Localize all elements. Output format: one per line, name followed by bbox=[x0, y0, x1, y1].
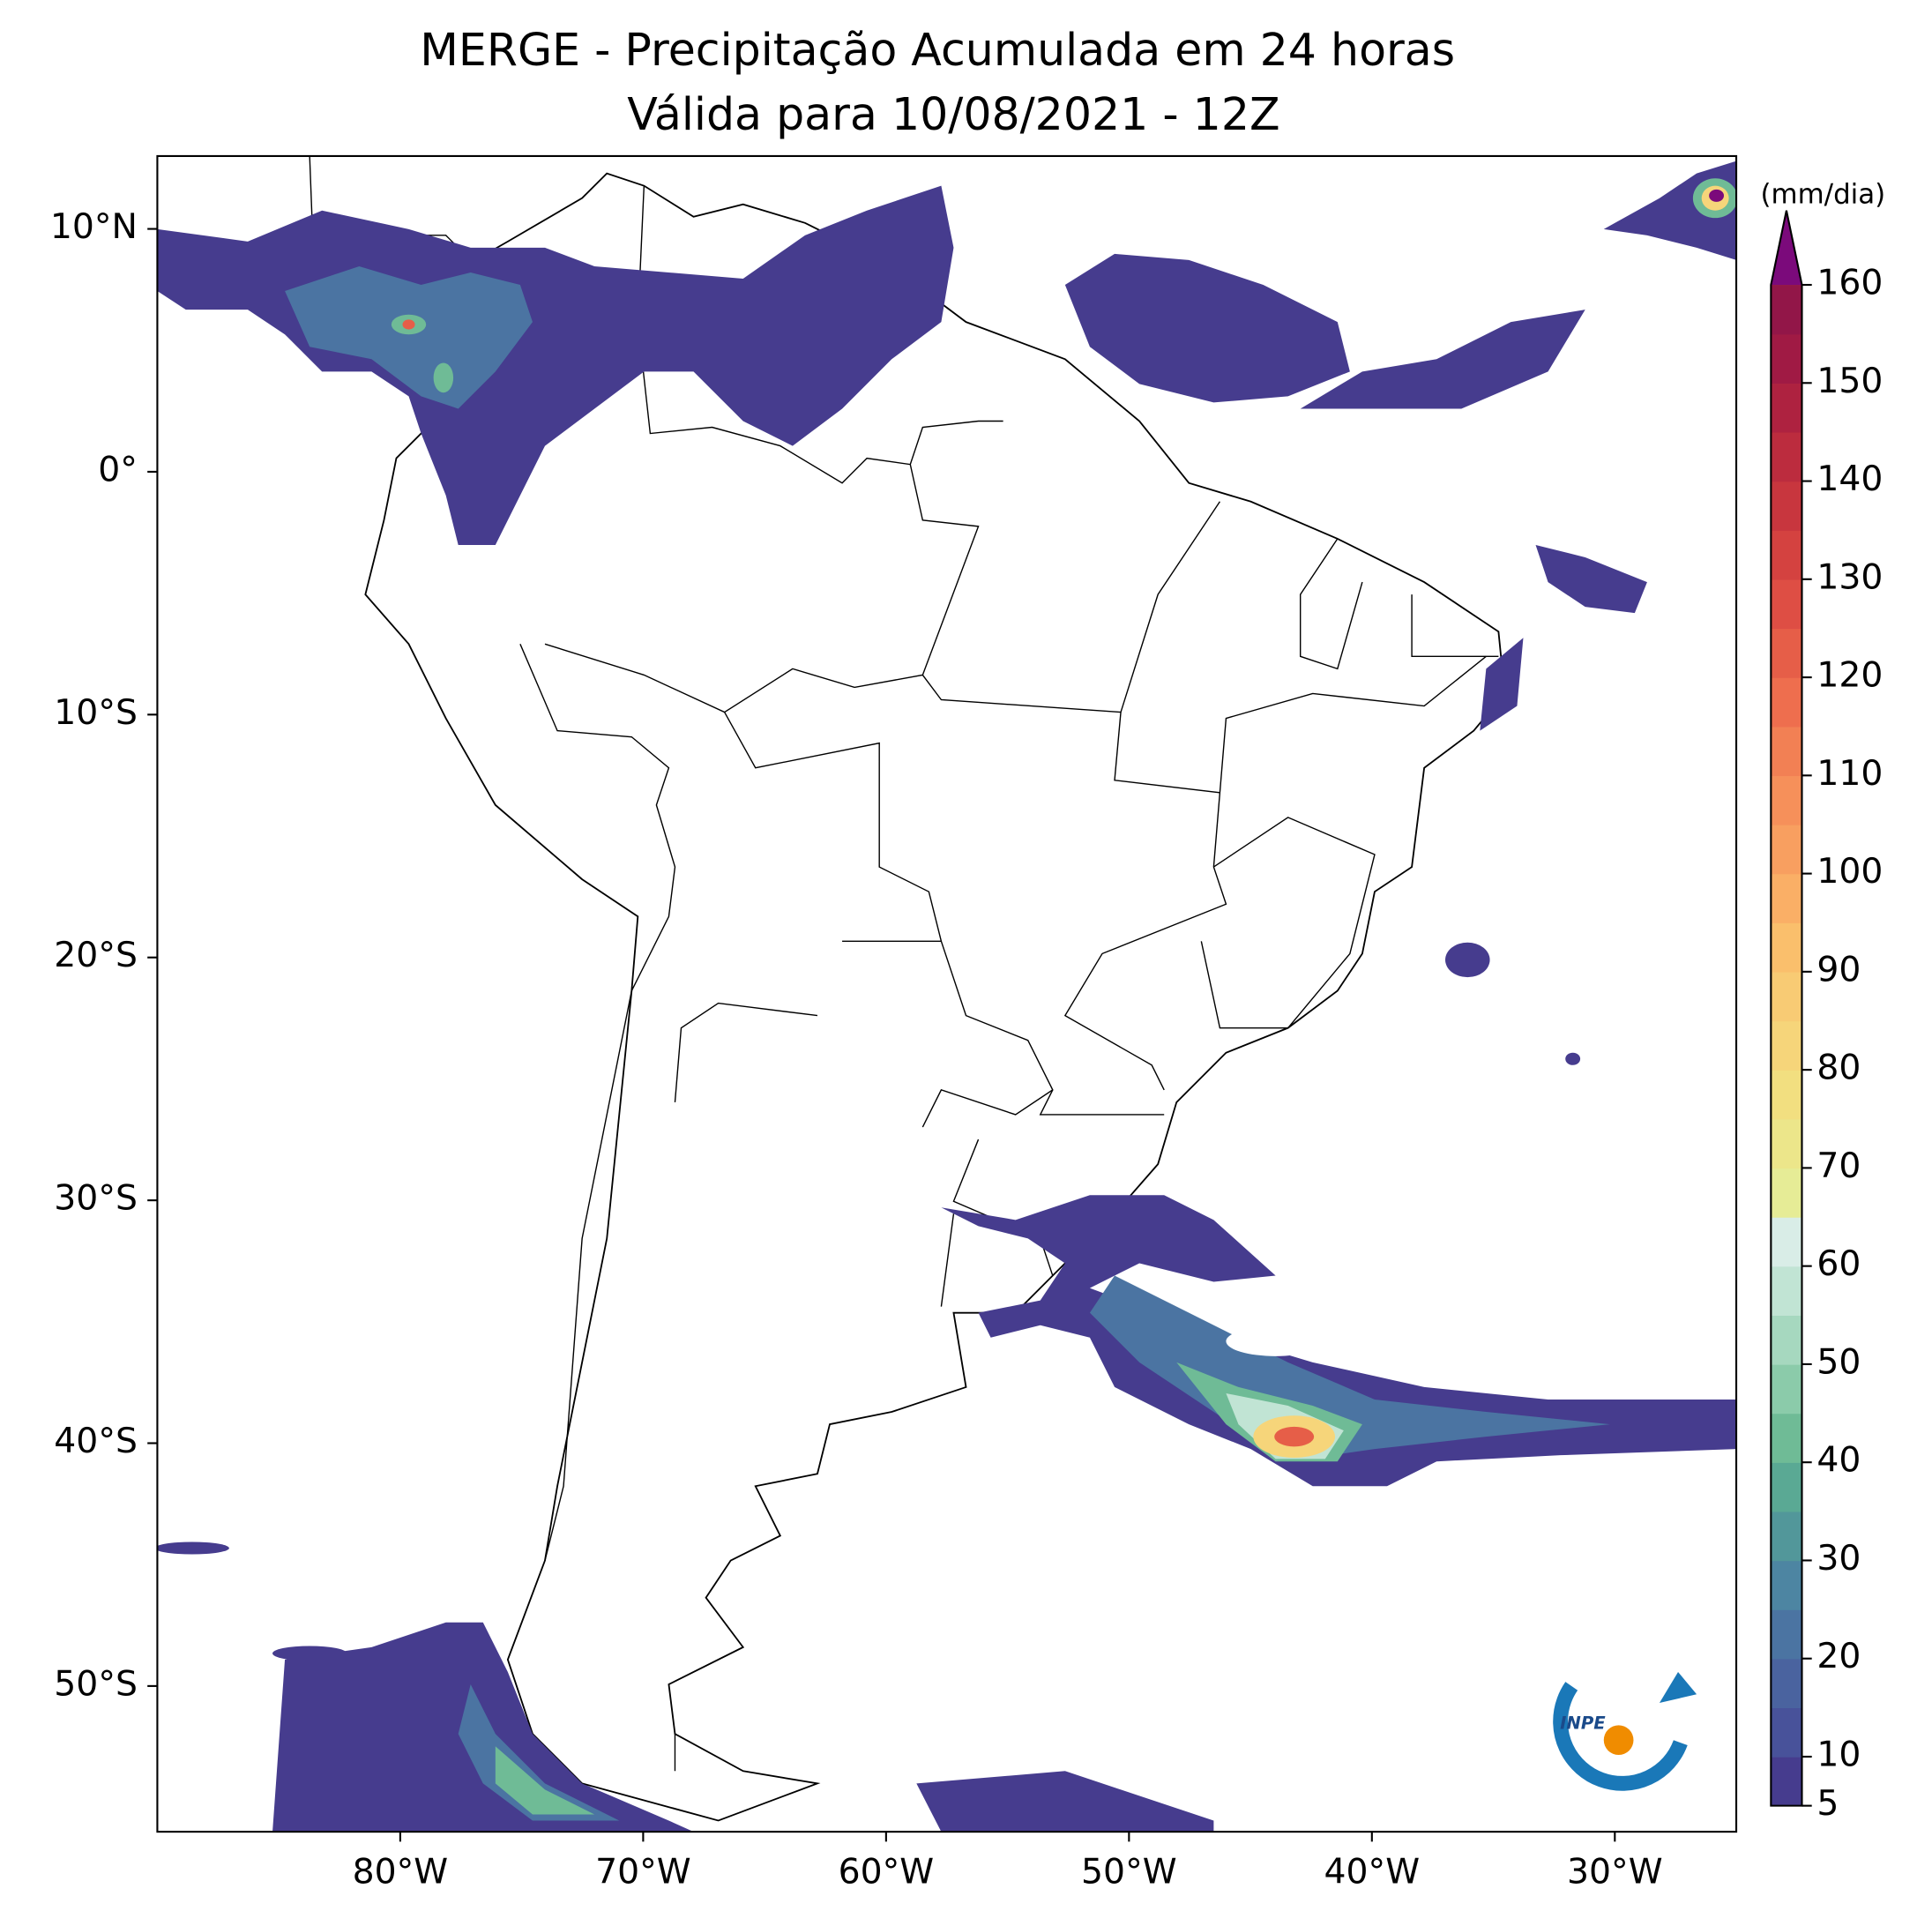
colorbar-bin bbox=[1771, 1511, 1802, 1562]
colorbar-bin bbox=[1771, 1217, 1802, 1267]
colorbar-bin bbox=[1771, 285, 1802, 335]
y-tick-label: 10°S bbox=[54, 693, 138, 733]
y-tick-label: 0° bbox=[98, 450, 138, 489]
colorbar-bin bbox=[1771, 824, 1802, 875]
subtitle: Válida para 10/08/2021 - 12Z bbox=[627, 88, 1279, 140]
colorbar-tick-label: 5 bbox=[1816, 1784, 1839, 1824]
colorbar-bin bbox=[1771, 481, 1802, 531]
colorbar: 5 10 20 30 40 50 60 70 80 90 100 110 120 130 140 150 160… bbox=[1760, 178, 1885, 1824]
colorbar-tick-label: 90 bbox=[1816, 950, 1861, 989]
colorbar-bin bbox=[1771, 530, 1802, 580]
colorbar-outline bbox=[1770, 210, 1803, 1807]
colorbar-tick-label: 30 bbox=[1816, 1539, 1861, 1579]
precipitation bbox=[157, 160, 1737, 1833]
colorbar-tick-label: 130 bbox=[1816, 557, 1883, 597]
colorbar-bin bbox=[1771, 1020, 1802, 1071]
colorbar-bin bbox=[1771, 1118, 1802, 1169]
colorbar-bin bbox=[1771, 677, 1802, 728]
colorbar-bin bbox=[1771, 579, 1802, 630]
inpe-logo: INPE bbox=[1553, 1652, 1697, 1791]
colorbar-tick-label: 20 bbox=[1816, 1637, 1861, 1676]
colorbar-tick-label: 100 bbox=[1816, 852, 1883, 892]
y-tick-label: 10°N bbox=[50, 207, 138, 247]
borders bbox=[519, 185, 1499, 1772]
axes: 80°W 70°W 60°W 50°W 40°W 30°W 10°N 0° 10°S 20°S 30… bbox=[50, 207, 1663, 1892]
colorbar-bin bbox=[1771, 873, 1802, 923]
colorbar-tick-label: 40 bbox=[1816, 1441, 1861, 1481]
colorbar-bin bbox=[1771, 383, 1802, 433]
colorbar-tick-label: 80 bbox=[1816, 1049, 1861, 1088]
colorbar-bin bbox=[1771, 1168, 1802, 1218]
y-tick-label: 50°S bbox=[54, 1664, 138, 1704]
colorbar-bin bbox=[1771, 971, 1802, 1022]
colorbar-bin bbox=[1771, 333, 1802, 384]
colorbar-tick-label: 10 bbox=[1816, 1735, 1861, 1774]
colorbar-tick-label: 50 bbox=[1816, 1342, 1861, 1382]
map-frame bbox=[156, 154, 1738, 1833]
colorbar-bin bbox=[1771, 1658, 1802, 1709]
colorbar-unit: (mm/dia) bbox=[1760, 178, 1885, 210]
x-tick-label: 50°W bbox=[1081, 1852, 1177, 1892]
colorbar-bin bbox=[1771, 1609, 1802, 1660]
colorbar-bin bbox=[1771, 1265, 1802, 1317]
logo-text: INPE bbox=[1560, 1713, 1606, 1733]
y-tick-label: 20°S bbox=[54, 936, 138, 975]
colorbar-tick-label: 70 bbox=[1816, 1146, 1861, 1186]
colorbar-bin bbox=[1771, 922, 1802, 973]
colorbar-bin bbox=[1771, 1560, 1802, 1610]
colorbar-bin bbox=[1771, 1462, 1802, 1512]
colorbar-bin bbox=[1771, 1413, 1802, 1463]
colorbar-tick-label: 120 bbox=[1816, 656, 1883, 696]
map: INPE bbox=[157, 155, 1737, 1833]
title: MERGE - Precipitação Acumulada em 24 hor… bbox=[420, 24, 1455, 76]
colorbar-tick-label: 110 bbox=[1816, 754, 1883, 794]
y-tick-label: 30°S bbox=[54, 1179, 138, 1219]
colorbar-tick-label: 140 bbox=[1816, 459, 1883, 499]
colorbar-bin bbox=[1771, 628, 1802, 678]
colorbar-tick-label: 60 bbox=[1816, 1244, 1861, 1284]
x-tick-label: 60°W bbox=[839, 1852, 935, 1892]
colorbar-extension bbox=[1771, 210, 1802, 286]
x-tick-label: 40°W bbox=[1324, 1852, 1421, 1892]
x-tick-label: 80°W bbox=[353, 1852, 449, 1892]
colorbar-bin bbox=[1771, 1315, 1802, 1365]
colorbar-bin bbox=[1771, 431, 1802, 482]
colorbar-bin bbox=[1771, 1070, 1802, 1120]
x-tick-label: 70°W bbox=[595, 1852, 691, 1892]
colorbar-tick-label: 150 bbox=[1816, 362, 1883, 401]
colorbar-bin bbox=[1771, 775, 1802, 825]
y-tick-label: 40°S bbox=[54, 1422, 138, 1461]
colorbar-tick-label: 160 bbox=[1816, 264, 1883, 303]
colorbar-bin bbox=[1771, 726, 1802, 777]
colorbar-bin bbox=[1771, 1363, 1802, 1415]
x-tick-label: 30°W bbox=[1567, 1852, 1663, 1892]
colorbar-bin bbox=[1771, 1707, 1802, 1758]
colorbar-bin bbox=[1771, 1756, 1802, 1807]
